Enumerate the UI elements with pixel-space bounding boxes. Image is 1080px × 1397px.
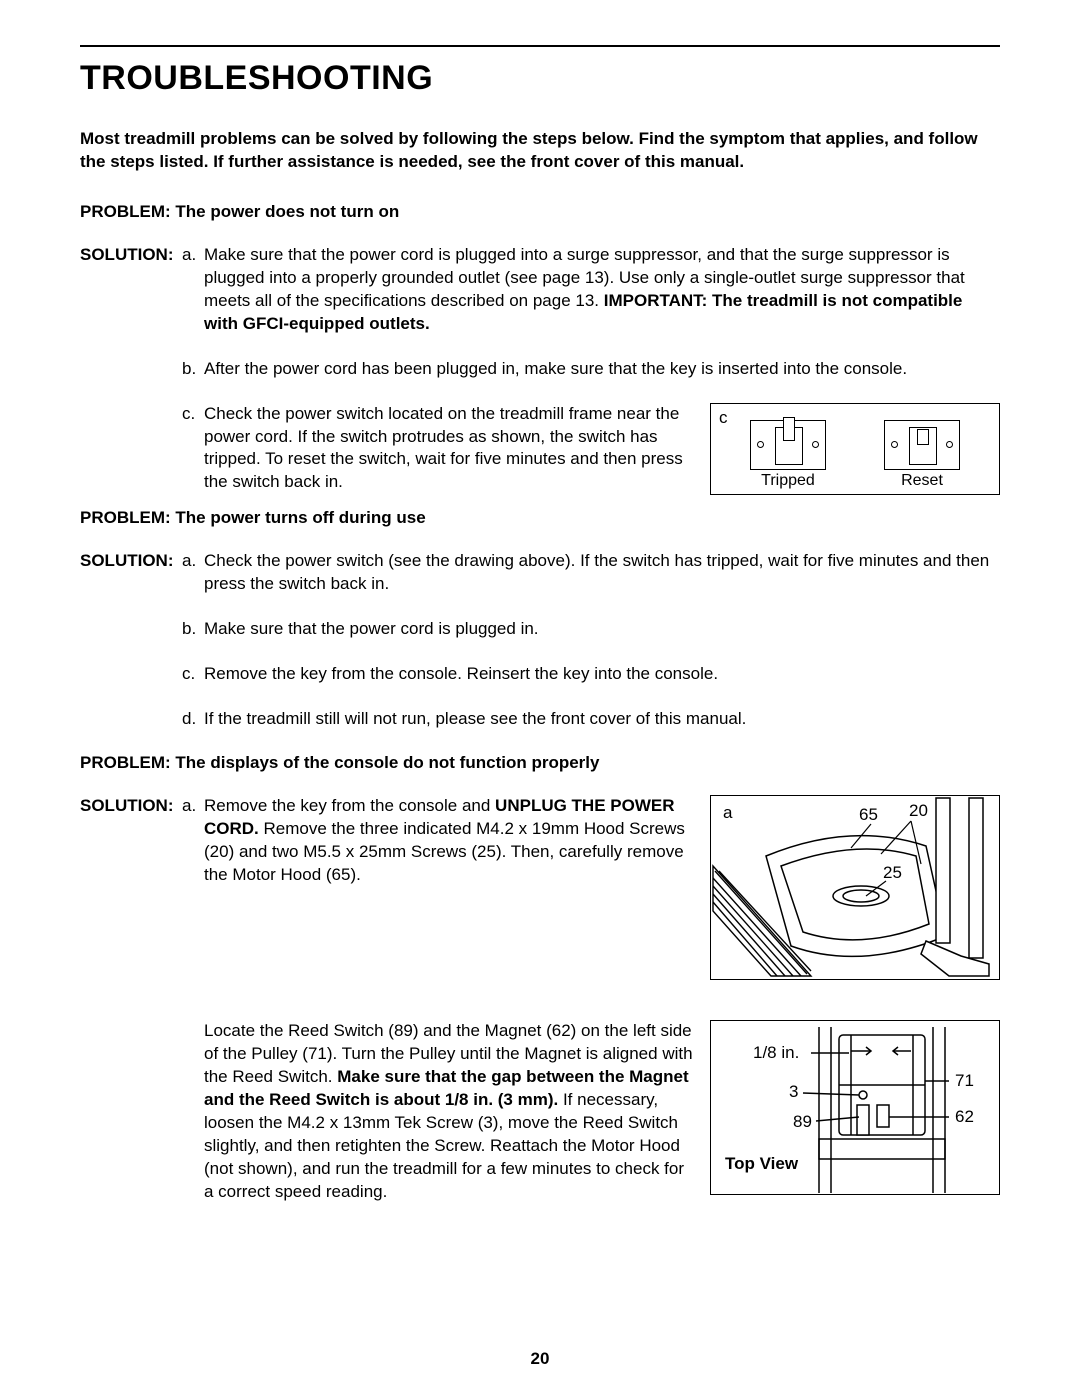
- figure-column: 1/8 in. 3 89 71 62 Top View: [710, 1020, 1000, 1204]
- paragraph-text: After the power cord has been plugged in…: [204, 358, 1000, 381]
- problem-3-heading: PROBLEM: The displays of the console do …: [80, 753, 1000, 773]
- paragraph-text: Make sure that the power cord is plugged…: [204, 618, 1000, 641]
- solution-label: SOLUTION:: [80, 550, 182, 596]
- callout-62: 62: [955, 1107, 974, 1126]
- reset-switch-unit: Reset: [884, 420, 960, 490]
- text-column: SOLUTION: a. Remove the key from the con…: [80, 795, 696, 980]
- figure-a-letter: a: [723, 803, 733, 822]
- reset-label: Reset: [901, 472, 943, 490]
- problem-3-a-row: SOLUTION: a. Remove the key from the con…: [80, 795, 1000, 980]
- paragraph-text: Check the power switch located on the tr…: [204, 403, 696, 495]
- text-column: Locate the Reed Switch (89) and the Magn…: [80, 1020, 696, 1204]
- paragraph-text: Make sure that the power cord is plugged…: [204, 244, 1000, 336]
- list-letter: d.: [182, 708, 204, 731]
- problem-2-heading: PROBLEM: The power turns off during use: [80, 508, 1000, 528]
- top-view-svg: 1/8 in. 3 89 71 62 Top View: [711, 1021, 1001, 1196]
- paragraph-text: Remove the key from the console and UNPL…: [204, 795, 696, 887]
- list-letter: c.: [182, 403, 204, 495]
- figure-a-motor-hood-diagram: a 65 20 25: [710, 795, 1000, 980]
- problem-1-solution-b: b. After the power cord has been plugged…: [80, 358, 1000, 381]
- intro-paragraph: Most treadmill problems can be solved by…: [80, 128, 1000, 174]
- solution-label: SOLUTION:: [80, 795, 182, 887]
- top-view-label: Top View: [725, 1154, 799, 1173]
- page-number: 20: [0, 1349, 1080, 1369]
- figure-c-letter: c: [719, 408, 728, 428]
- problem-2-solution-c: c. Remove the key from the console. Rein…: [80, 663, 1000, 686]
- figure-column: a 65 20 25: [710, 795, 1000, 980]
- list-letter: c.: [182, 663, 204, 686]
- switch-row: Tripped Reset: [721, 410, 989, 490]
- figure-c-switch-diagram: c Tripped: [710, 403, 1000, 495]
- problem-3-para2: Locate the Reed Switch (89) and the Magn…: [80, 1020, 696, 1204]
- paragraph-text: If the treadmill still will not run, ple…: [204, 708, 1000, 731]
- list-letter: a.: [182, 244, 204, 336]
- callout-65: 65: [859, 805, 878, 824]
- callout-20: 20: [909, 801, 928, 820]
- problem-1-heading: PROBLEM: The power does not turn on: [80, 202, 1000, 222]
- problem-3-para2-row: Locate the Reed Switch (89) and the Magn…: [80, 1020, 1000, 1204]
- problem-2-solution-b: b. Make sure that the power cord is plug…: [80, 618, 1000, 641]
- page-container: TROUBLESHOOTING Most treadmill problems …: [0, 0, 1080, 1397]
- problem-1-solution-c: c. Check the power switch located on the…: [80, 403, 696, 495]
- callout-25: 25: [883, 863, 902, 882]
- callout-1-8-in: 1/8 in.: [753, 1043, 799, 1062]
- callout-71: 71: [955, 1071, 974, 1090]
- callout-89: 89: [793, 1112, 812, 1131]
- switch-plate-icon: [884, 420, 960, 470]
- top-rule: [80, 45, 1000, 47]
- paragraph-text: Locate the Reed Switch (89) and the Magn…: [204, 1020, 696, 1204]
- callout-3: 3: [789, 1082, 798, 1101]
- tripped-switch-unit: Tripped: [750, 420, 826, 490]
- tripped-label: Tripped: [761, 472, 815, 490]
- paragraph-text: Check the power switch (see the drawing …: [204, 550, 1000, 596]
- figure-column: c Tripped: [710, 403, 1000, 509]
- text-column: c. Check the power switch located on the…: [80, 403, 696, 509]
- problem-2-solution-d: d. If the treadmill still will not run, …: [80, 708, 1000, 731]
- problem-1-solution-c-row: c. Check the power switch located on the…: [80, 403, 1000, 509]
- list-letter: b.: [182, 358, 204, 381]
- figure-top-view-diagram: 1/8 in. 3 89 71 62 Top View: [710, 1020, 1000, 1195]
- problem-3-solution-a: SOLUTION: a. Remove the key from the con…: [80, 795, 696, 887]
- list-letter: b.: [182, 618, 204, 641]
- solution-label: SOLUTION:: [80, 244, 182, 336]
- switch-plate-icon: [750, 420, 826, 470]
- page-title: TROUBLESHOOTING: [80, 59, 1000, 98]
- list-letter: a.: [182, 795, 204, 887]
- problem-1-solution-a: SOLUTION: a. Make sure that the power co…: [80, 244, 1000, 336]
- paragraph-text: Remove the key from the console. Reinser…: [204, 663, 1000, 686]
- list-letter: a.: [182, 550, 204, 596]
- spacer: [80, 980, 1000, 1020]
- problem-2-solution-a: SOLUTION: a. Check the power switch (see…: [80, 550, 1000, 596]
- motor-hood-svg: a 65 20 25: [711, 796, 1001, 981]
